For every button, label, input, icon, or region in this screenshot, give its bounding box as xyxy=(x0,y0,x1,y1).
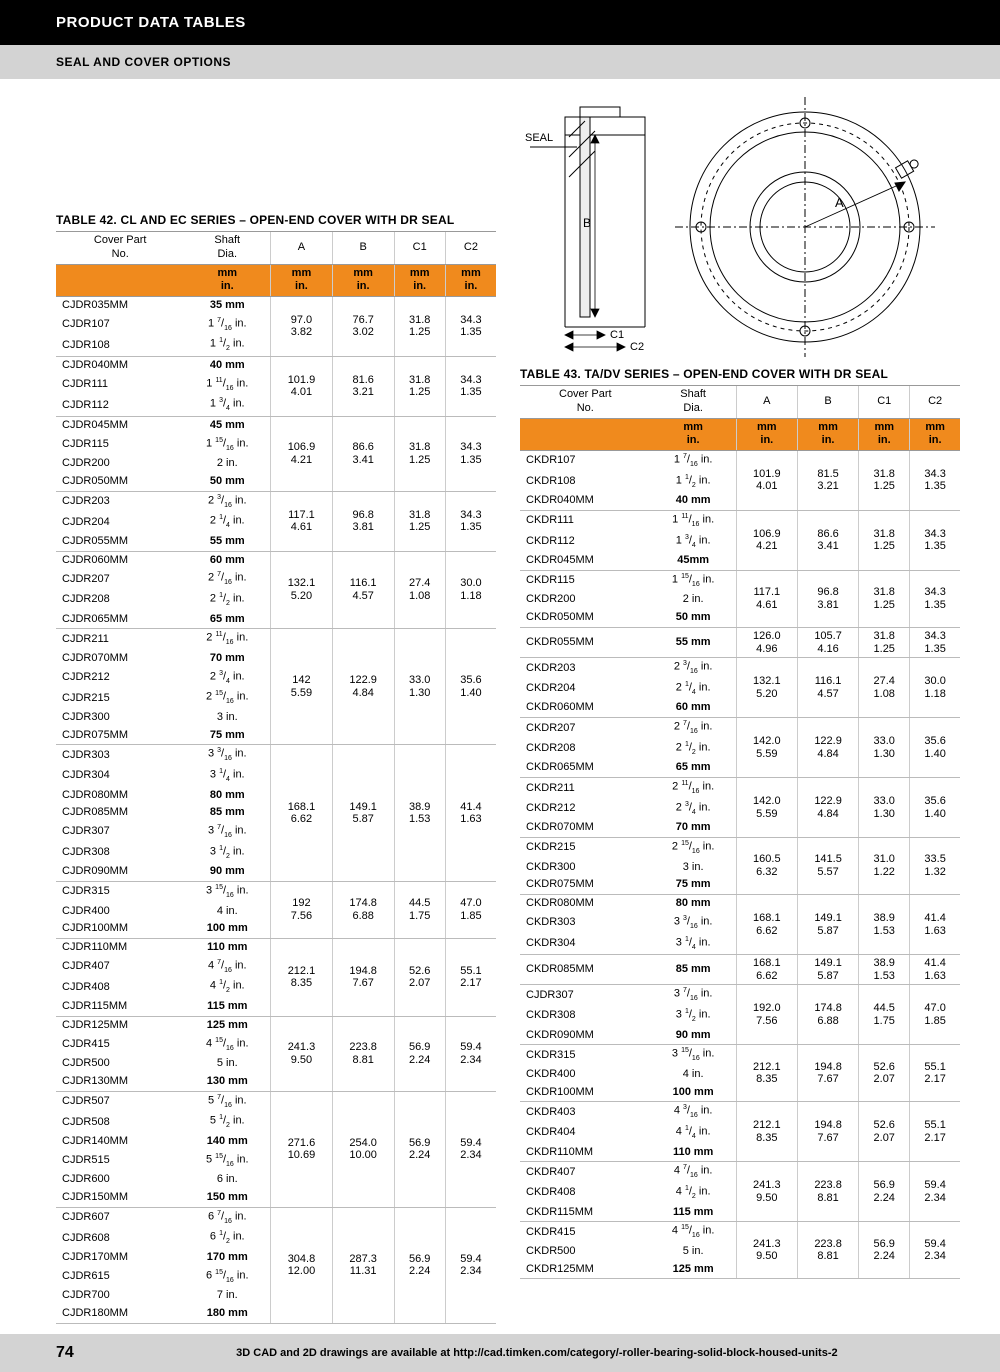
table-row: CJDR045MM45 mm106.94.2186.63.4131.81.253… xyxy=(56,416,496,434)
table-row: CJDR3033 3/16 in.168.16.62149.15.8738.91… xyxy=(56,745,496,766)
left-column: TABLE 42. CL AND EC SERIES – OPEN-END CO… xyxy=(56,97,496,1324)
table-row: CKDR1151 15/16 in.117.14.6196.83.8131.81… xyxy=(520,570,960,591)
table-row: CKDR085MM85 mm168.16.62149.15.8738.91.53… xyxy=(520,955,960,985)
table43: Cover PartNo.ShaftDia.ABC1C2mmin.mmin.mm… xyxy=(520,385,960,1279)
table-row: CJDR060MM60 mm132.15.20116.14.5727.41.08… xyxy=(56,551,496,569)
table-row: CKDR1071 7/16 in.101.94.0181.53.2131.81.… xyxy=(520,451,960,472)
table-row: CKDR4034 3/16 in.212.18.35194.87.6752.62… xyxy=(520,1102,960,1123)
seal-label: SEAL xyxy=(525,132,553,144)
main-content: TABLE 42. CL AND EC SERIES – OPEN-END CO… xyxy=(0,79,1000,1334)
footer-text: 3D CAD and 2D drawings are available at … xyxy=(114,1347,960,1359)
table-row: CKDR2112 11/16 in.142.05.59122.94.8433.0… xyxy=(520,778,960,799)
dim-c2: C2 xyxy=(630,341,644,353)
table-row: CJDR035MM35 mm97.03.8276.73.0231.81.2534… xyxy=(56,297,496,315)
table-row: CKDR4074 7/16 in.241.39.50223.88.8156.92… xyxy=(520,1162,960,1183)
header-grey: SEAL AND COVER OPTIONS xyxy=(0,45,1000,79)
page-number: 74 xyxy=(56,1344,74,1362)
table-row: CKDR055MM55 mm126.04.96105.74.1631.81.25… xyxy=(520,627,960,657)
table-row: CJDR3073 7/16 in.192.07.56174.86.8844.51… xyxy=(520,985,960,1006)
table-row: CKDR3153 15/16 in.212.18.35194.87.6752.6… xyxy=(520,1045,960,1066)
table43-title: TABLE 43. TA/DV SERIES – OPEN-END COVER … xyxy=(520,367,960,381)
table-row: CKDR2032 3/16 in.132.15.20116.14.5727.41… xyxy=(520,658,960,679)
table-row: CJDR3153 15/16 in.1927.56174.86.8844.51.… xyxy=(56,882,496,903)
table42-title: TABLE 42. CL AND EC SERIES – OPEN-END CO… xyxy=(56,213,496,227)
table-row: CJDR5075 7/16 in.271.610.69254.010.0056.… xyxy=(56,1091,496,1112)
table-row: CJDR040MM40 mm101.94.0181.63.2131.81.253… xyxy=(56,356,496,374)
table-row: CKDR1111 11/16 in.106.94.2186.63.4131.81… xyxy=(520,510,960,531)
dim-b: B xyxy=(583,216,591,230)
header-black: PRODUCT DATA TABLES xyxy=(0,0,1000,45)
table-row: CJDR125MM125 mm241.39.50223.88.8156.92.2… xyxy=(56,1016,496,1034)
table-row: CKDR2152 15/16 in.160.56.32141.55.5731.0… xyxy=(520,838,960,859)
diagram: SEAL B C1 C2 xyxy=(520,97,960,357)
footer: 74 3D CAD and 2D drawings are available … xyxy=(0,1334,1000,1372)
dim-c1: C1 xyxy=(610,329,624,341)
table-row: CJDR2032 3/16 in.117.14.6196.83.8131.81.… xyxy=(56,491,496,512)
table-row: CJDR6076 7/16 in.304.812.00287.311.3156.… xyxy=(56,1207,496,1228)
table-row: CJDR2112 11/16 in.1425.59122.94.8433.01.… xyxy=(56,629,496,650)
right-column: SEAL B C1 C2 xyxy=(520,97,960,1324)
table-row: CJDR110MM110 mm212.18.35194.87.6752.62.0… xyxy=(56,939,496,957)
table-row: CKDR080MM80 mm168.16.62149.15.8738.91.53… xyxy=(520,895,960,913)
table-row: CKDR2072 7/16 in.142.05.59122.94.8433.01… xyxy=(520,718,960,739)
table42: Cover PartNo.ShaftDia.ABC1C2mmin.mmin.mm… xyxy=(56,231,496,1324)
table-row: CKDR4154 15/16 in.241.39.50223.88.8156.9… xyxy=(520,1222,960,1243)
dim-a: A xyxy=(835,195,844,210)
